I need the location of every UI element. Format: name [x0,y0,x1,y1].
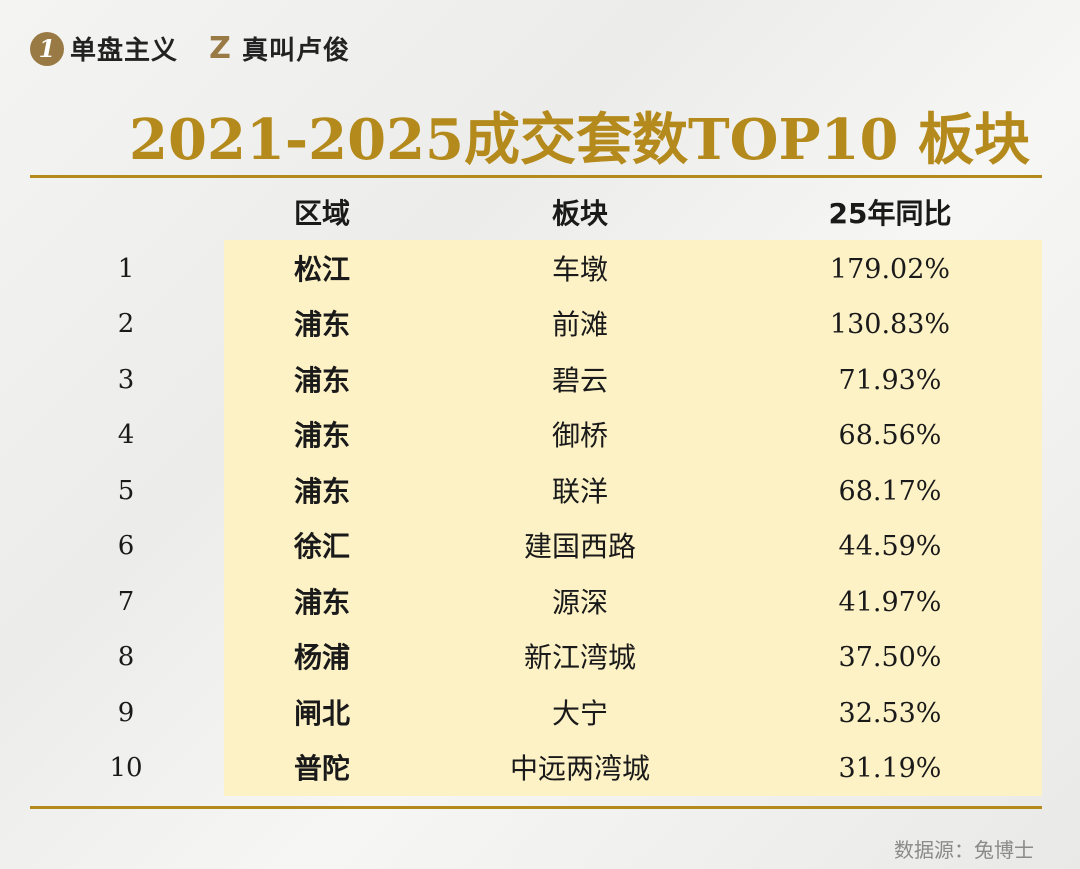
rank-cell: 5 [117,476,135,506]
yoy-cell: 32.53% [838,698,942,729]
rank-cell: 6 [117,531,135,561]
table-header-row: 区域 板块 25年同比 [0,186,1080,241]
yoy-cell: 71.93% [838,365,942,396]
rank-cell: 3 [117,365,135,395]
district-cell: 浦东 [293,419,350,452]
table-row: 4 浦东 御桥 68.56% [0,408,1080,463]
brand-bar: 1 单盘主义 Z 真叫卢俊 [30,30,376,67]
table-row: 7 浦东 源深 41.97% [0,575,1080,630]
rank-cell: 7 [117,587,135,617]
table-row: 10 普陀 中远两湾城 31.19% [0,741,1080,796]
bottom-divider [30,806,1042,809]
brand-name-secondary: 真叫卢俊 [242,36,351,66]
yoy-cell: 37.50% [838,642,942,673]
district-cell: 普陀 [293,752,350,785]
rank-cell: 4 [117,420,135,450]
table-highlight-background [224,240,1042,796]
block-cell: 碧云 [551,364,608,397]
block-cell: 御桥 [551,419,608,452]
table-row: 9 闸北 大宁 32.53% [0,686,1080,741]
block-cell: 新江湾城 [523,641,636,674]
data-source-note: 数据源：兔博士 [894,838,1034,862]
table-row: 1 松江 车墩 179.02% [0,242,1080,297]
district-cell: 浦东 [293,586,350,619]
district-cell: 松江 [293,253,350,286]
block-cell: 前滩 [551,308,608,341]
district-cell: 浦东 [293,475,350,508]
yoy-cell: 179.02% [829,254,951,285]
district-cell: 闸北 [293,697,350,730]
yoy-cell: 68.56% [838,420,942,451]
block-cell: 中远两湾城 [509,752,650,785]
rank-cell: 2 [117,309,135,339]
rank-cell: 1 [117,254,135,284]
table-row: 3 浦东 碧云 71.93% [0,353,1080,408]
brand-name-primary: 单盘主义 [70,36,179,66]
block-cell: 建国西路 [523,530,636,563]
yoy-cell: 130.83% [829,309,951,340]
table-row: 6 徐汇 建国西路 44.59% [0,519,1080,574]
block-cell: 源深 [551,586,608,619]
yoy-cell: 31.19% [838,753,942,784]
rank-cell: 8 [117,642,135,672]
table-row: 8 杨浦 新江湾城 37.50% [0,630,1080,685]
yoy-cell: 68.17% [838,476,942,507]
district-cell: 杨浦 [293,641,350,674]
table-row: 2 浦东 前滩 130.83% [0,297,1080,352]
header-yoy: 25年同比 [828,197,952,230]
top-divider [30,175,1042,178]
block-cell: 联洋 [551,475,608,508]
yoy-cell: 44.59% [838,531,942,562]
block-cell: 车墩 [551,253,608,286]
brand-logo-icon: 1 [30,31,64,66]
brand-logo-z-icon: Z [209,31,231,66]
rank-cell: 9 [117,698,135,728]
district-cell: 浦东 [293,308,350,341]
header-district: 区域 [293,197,350,230]
table-row: 5 浦东 联洋 68.17% [0,464,1080,519]
rank-cell: 10 [109,753,143,783]
yoy-cell: 41.97% [838,587,942,618]
header-block: 板块 [551,197,608,230]
district-cell: 浦东 [293,364,350,397]
block-cell: 大宁 [551,697,608,730]
page-title: 2021-2025成交套数TOP10 板块 [129,107,1030,173]
district-cell: 徐汇 [293,530,350,563]
